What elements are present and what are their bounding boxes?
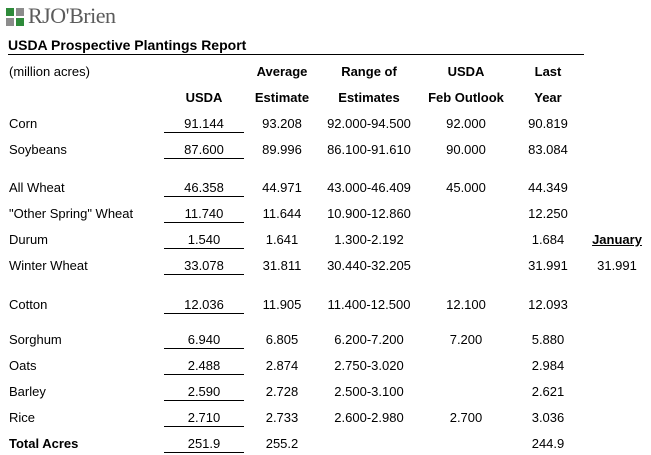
usda-value: 33.078 xyxy=(164,258,244,275)
last-year: 1.684 xyxy=(531,232,565,247)
row-label: Sorghum xyxy=(9,332,62,347)
estimate-range: 2.500-3.100 xyxy=(334,384,404,399)
estimate-range: 2.750-3.020 xyxy=(334,358,404,373)
row-label: Cotton xyxy=(9,297,48,312)
average-estimate: 2.874 xyxy=(265,358,299,373)
usda-value: 12.036 xyxy=(164,297,244,314)
estimate-range: 10.900-12.860 xyxy=(327,206,411,221)
estimate-range: 1.300-2.192 xyxy=(334,232,404,247)
header-last-bottom: Year xyxy=(534,90,562,105)
average-estimate: 93.208 xyxy=(262,116,302,131)
header-average-top: Average xyxy=(256,64,308,79)
last-year: 31.991 xyxy=(528,258,568,273)
last-year: 90.819 xyxy=(528,116,568,131)
header-range-bottom: Estimates xyxy=(338,90,400,105)
logo-mark-icon xyxy=(6,8,24,26)
average-total: 255.2 xyxy=(265,436,299,451)
average-estimate: 1.641 xyxy=(265,232,299,247)
last-year-total: 244.9 xyxy=(531,436,565,451)
usda-value: 2.488 xyxy=(164,358,244,375)
usda-value: 6.940 xyxy=(164,332,244,349)
header-feb-bottom: Feb Outlook xyxy=(428,90,504,105)
average-estimate: 44.971 xyxy=(262,180,302,195)
feb-outlook: 92.000 xyxy=(446,116,486,131)
usda-value: 46.358 xyxy=(164,180,244,197)
title-underline xyxy=(8,54,584,55)
units-label: (million acres) xyxy=(9,64,90,79)
estimate-range: 2.600-2.980 xyxy=(334,410,404,425)
feb-outlook: 2.700 xyxy=(449,410,483,425)
logo-text: RJO'Brien xyxy=(28,3,116,28)
row-label: "Other Spring" Wheat xyxy=(9,206,134,221)
last-year: 12.093 xyxy=(528,297,568,312)
estimate-range: 43.000-46.409 xyxy=(327,180,411,195)
header-usda: USDA xyxy=(185,90,223,105)
row-label: Soybeans xyxy=(9,142,67,157)
row-label: Rice xyxy=(9,410,36,425)
last-year: 44.349 xyxy=(528,180,568,195)
header-range-top: Range of xyxy=(341,64,397,79)
usda-value: 2.710 xyxy=(164,410,244,427)
january-heading: January xyxy=(592,232,642,247)
feb-outlook: 45.000 xyxy=(446,180,486,195)
row-label: Oats xyxy=(9,358,37,373)
last-year: 2.621 xyxy=(531,384,565,399)
feb-outlook: 7.200 xyxy=(449,332,483,347)
usda-value: 1.540 xyxy=(164,232,244,249)
average-estimate: 2.728 xyxy=(265,384,299,399)
estimate-range: 86.100-91.610 xyxy=(327,142,411,157)
total-label: Total Acres xyxy=(9,436,79,451)
row-label: Barley xyxy=(9,384,46,399)
usda-total: 251.9 xyxy=(164,436,244,453)
header-last-top: Last xyxy=(534,64,562,79)
average-estimate: 6.805 xyxy=(265,332,299,347)
row-label: Durum xyxy=(9,232,49,247)
usda-value: 2.590 xyxy=(164,384,244,401)
january-value: 31.991 xyxy=(597,258,637,273)
average-estimate: 11.644 xyxy=(262,206,302,221)
estimate-range: 11.400-12.500 xyxy=(327,297,411,312)
usda-value: 11.740 xyxy=(164,206,244,223)
last-year: 5.880 xyxy=(531,332,565,347)
last-year: 3.036 xyxy=(531,410,565,425)
last-year: 12.250 xyxy=(528,206,568,221)
estimate-range: 30.440-32.205 xyxy=(327,258,411,273)
average-estimate: 89.996 xyxy=(262,142,302,157)
feb-outlook: 90.000 xyxy=(446,142,486,157)
last-year: 83.084 xyxy=(528,142,568,157)
average-estimate: 31.811 xyxy=(262,258,302,273)
header-feb-top: USDA xyxy=(447,64,485,79)
usda-value: 87.600 xyxy=(164,142,244,159)
report-title: USDA Prospective Plantings Report xyxy=(8,37,247,53)
average-estimate: 11.905 xyxy=(262,297,302,312)
estimate-range: 6.200-7.200 xyxy=(334,332,404,347)
average-estimate: 2.733 xyxy=(265,410,299,425)
feb-outlook: 12.100 xyxy=(446,297,486,312)
usda-value: 91.144 xyxy=(164,116,244,133)
header-average-bottom: Estimate xyxy=(254,90,310,105)
row-label: All Wheat xyxy=(9,180,65,195)
estimate-range: 92.000-94.500 xyxy=(327,116,411,131)
last-year: 2.984 xyxy=(531,358,565,373)
row-label: Winter Wheat xyxy=(9,258,88,273)
row-label: Corn xyxy=(9,116,38,131)
